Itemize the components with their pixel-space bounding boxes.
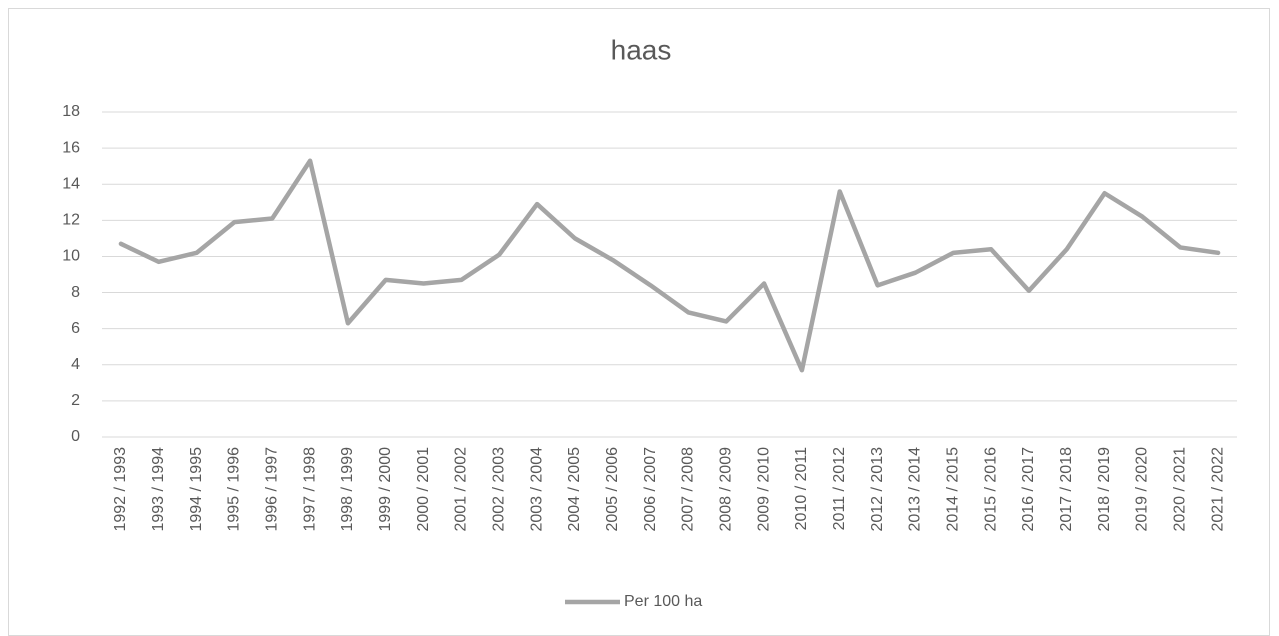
x-tick-label: 2011 / 2012 <box>831 447 848 530</box>
x-tick-label: 2014 / 2015 <box>944 447 961 532</box>
x-tick-label: 1997 / 1998 <box>301 447 318 532</box>
y-tick-label: 10 <box>62 248 80 265</box>
y-tick-label: 0 <box>71 428 80 445</box>
x-tick-label: 2008 / 2009 <box>717 447 734 532</box>
chart-title: haas <box>611 34 672 65</box>
x-tick-label: 2012 / 2013 <box>869 447 886 532</box>
y-tick-label: 16 <box>62 139 80 156</box>
x-tick-label: 2018 / 2019 <box>1096 447 1113 532</box>
y-tick-label: 14 <box>62 175 80 192</box>
x-tick-label: 2020 / 2021 <box>1171 447 1188 532</box>
chart-frame <box>8 8 1270 636</box>
y-tick-label: 2 <box>71 392 80 409</box>
x-tick-label: 2016 / 2017 <box>1020 447 1037 532</box>
x-tick-label: 2007 / 2008 <box>680 447 697 532</box>
y-tick-label: 18 <box>62 103 80 120</box>
series-line <box>118 158 1221 373</box>
x-tick-label: 2002 / 2003 <box>490 447 507 532</box>
x-tick-label: 2017 / 2018 <box>1058 447 1075 532</box>
x-tick-label: 1998 / 1999 <box>339 447 356 532</box>
y-tick-label: 6 <box>71 320 80 337</box>
x-tick-label: 2004 / 2005 <box>566 447 583 532</box>
y-tick-label: 4 <box>71 356 80 373</box>
x-tick-label: 2001 / 2002 <box>453 447 470 532</box>
x-tick-label: 2003 / 2004 <box>528 447 545 532</box>
x-tick-label: 2006 / 2007 <box>642 447 659 532</box>
y-tick-label: 8 <box>71 284 80 301</box>
x-tick-label: 1995 / 1996 <box>226 447 243 532</box>
x-tick-label: 1994 / 1995 <box>188 447 205 532</box>
x-tick-label: 1993 / 1994 <box>150 447 167 532</box>
x-tick-label: 1999 / 2000 <box>377 447 394 532</box>
x-tick-label: 2019 / 2020 <box>1134 447 1151 532</box>
x-tick-label: 2000 / 2001 <box>415 447 432 532</box>
x-tick-label: 2005 / 2006 <box>604 447 621 532</box>
x-tick-label: 1996 / 1997 <box>263 447 280 532</box>
x-tick-label: 2009 / 2010 <box>755 447 772 532</box>
x-tick-label: 1992 / 1993 <box>112 447 129 532</box>
x-tick-label: 2013 / 2014 <box>907 447 924 532</box>
x-tick-label: 2015 / 2016 <box>982 447 999 532</box>
legend-label: Per 100 ha <box>624 593 702 610</box>
x-tick-label: 2010 / 2011 <box>793 447 810 530</box>
y-tick-label: 12 <box>62 212 80 229</box>
x-tick-label: 2021 / 2022 <box>1209 447 1226 532</box>
